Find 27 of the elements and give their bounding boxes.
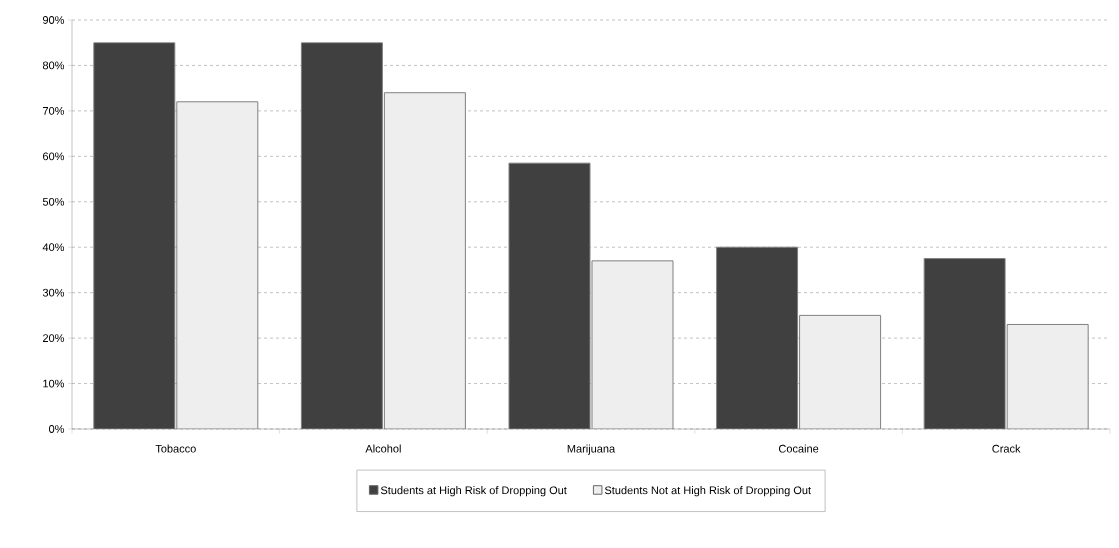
legend-label: Students Not at High Risk of Dropping Out xyxy=(604,486,811,497)
x-tick-label: Cocaine xyxy=(778,444,819,453)
x-tick-label: Alcohol xyxy=(365,444,401,453)
bar xyxy=(799,314,882,429)
y-tick-label: 90% xyxy=(42,16,65,24)
x-tick-label: Crack xyxy=(992,444,1021,453)
y-tick-label: 40% xyxy=(42,243,65,252)
bar xyxy=(383,92,466,429)
y-tick-label: 70% xyxy=(43,107,65,115)
y-tick-label: 0% xyxy=(49,425,65,433)
bar xyxy=(1006,323,1089,429)
y-tick-label: 80% xyxy=(42,61,65,70)
y-tick-label: 50% xyxy=(42,197,65,206)
y-tick-label: 10% xyxy=(43,379,65,388)
y-tick-label: 30% xyxy=(42,288,65,297)
x-tick-label: Tobacco xyxy=(155,444,196,453)
bar xyxy=(93,42,176,429)
bar xyxy=(591,260,674,429)
bar xyxy=(300,42,383,429)
bar xyxy=(176,101,259,429)
y-tick-label: 20% xyxy=(43,334,65,342)
bar xyxy=(716,246,799,429)
y-tick-label: 60% xyxy=(43,152,65,161)
bar xyxy=(508,162,591,429)
legend-label: Students at High Risk of Dropping Out xyxy=(380,486,567,497)
x-tick-label: Marijuana xyxy=(567,444,616,455)
bar xyxy=(923,258,1006,429)
